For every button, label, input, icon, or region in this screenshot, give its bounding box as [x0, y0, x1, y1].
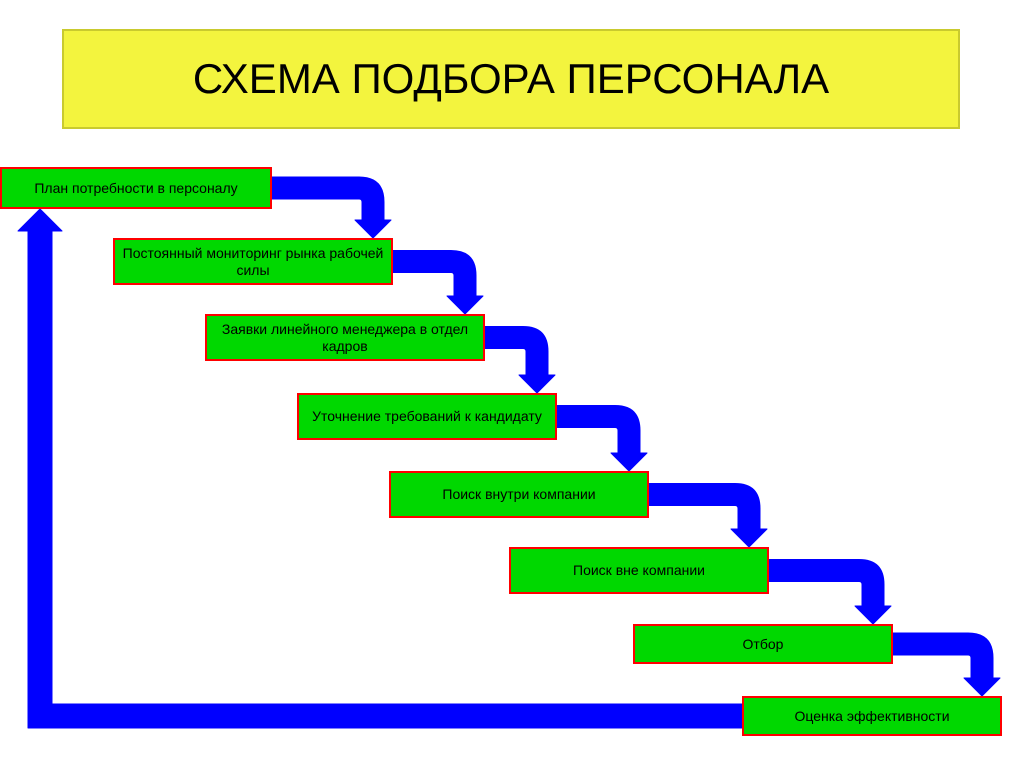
step-box-5: Поиск внутри компании — [389, 471, 649, 518]
step-arrow-2 — [393, 251, 483, 315]
step-box-2: Постоянный мониторинг рынка рабочей силы — [113, 238, 393, 285]
step-box-4: Уточнение требований к кандидату — [297, 393, 557, 440]
step-arrow-1 — [272, 177, 391, 238]
step-box-8: Оценка эффективности — [742, 696, 1002, 736]
step-arrow-3 — [485, 327, 555, 394]
step-box-3: Заявки линейного менеджера в отдел кадро… — [205, 314, 485, 361]
diagram-canvas: СХЕМА ПОДБОРА ПЕРСОНАЛА План потребности… — [0, 0, 1024, 767]
step-box-7: Отбор — [633, 624, 893, 664]
diagram-title: СХЕМА ПОДБОРА ПЕРСОНАЛА — [62, 29, 960, 129]
step-arrow-4 — [557, 406, 647, 472]
step-box-1: План потребности в персоналу — [0, 167, 272, 209]
step-box-6: Поиск вне компании — [509, 547, 769, 594]
step-arrow-6 — [769, 560, 891, 625]
step-arrow-7 — [893, 633, 1000, 696]
step-arrow-5 — [649, 484, 767, 548]
